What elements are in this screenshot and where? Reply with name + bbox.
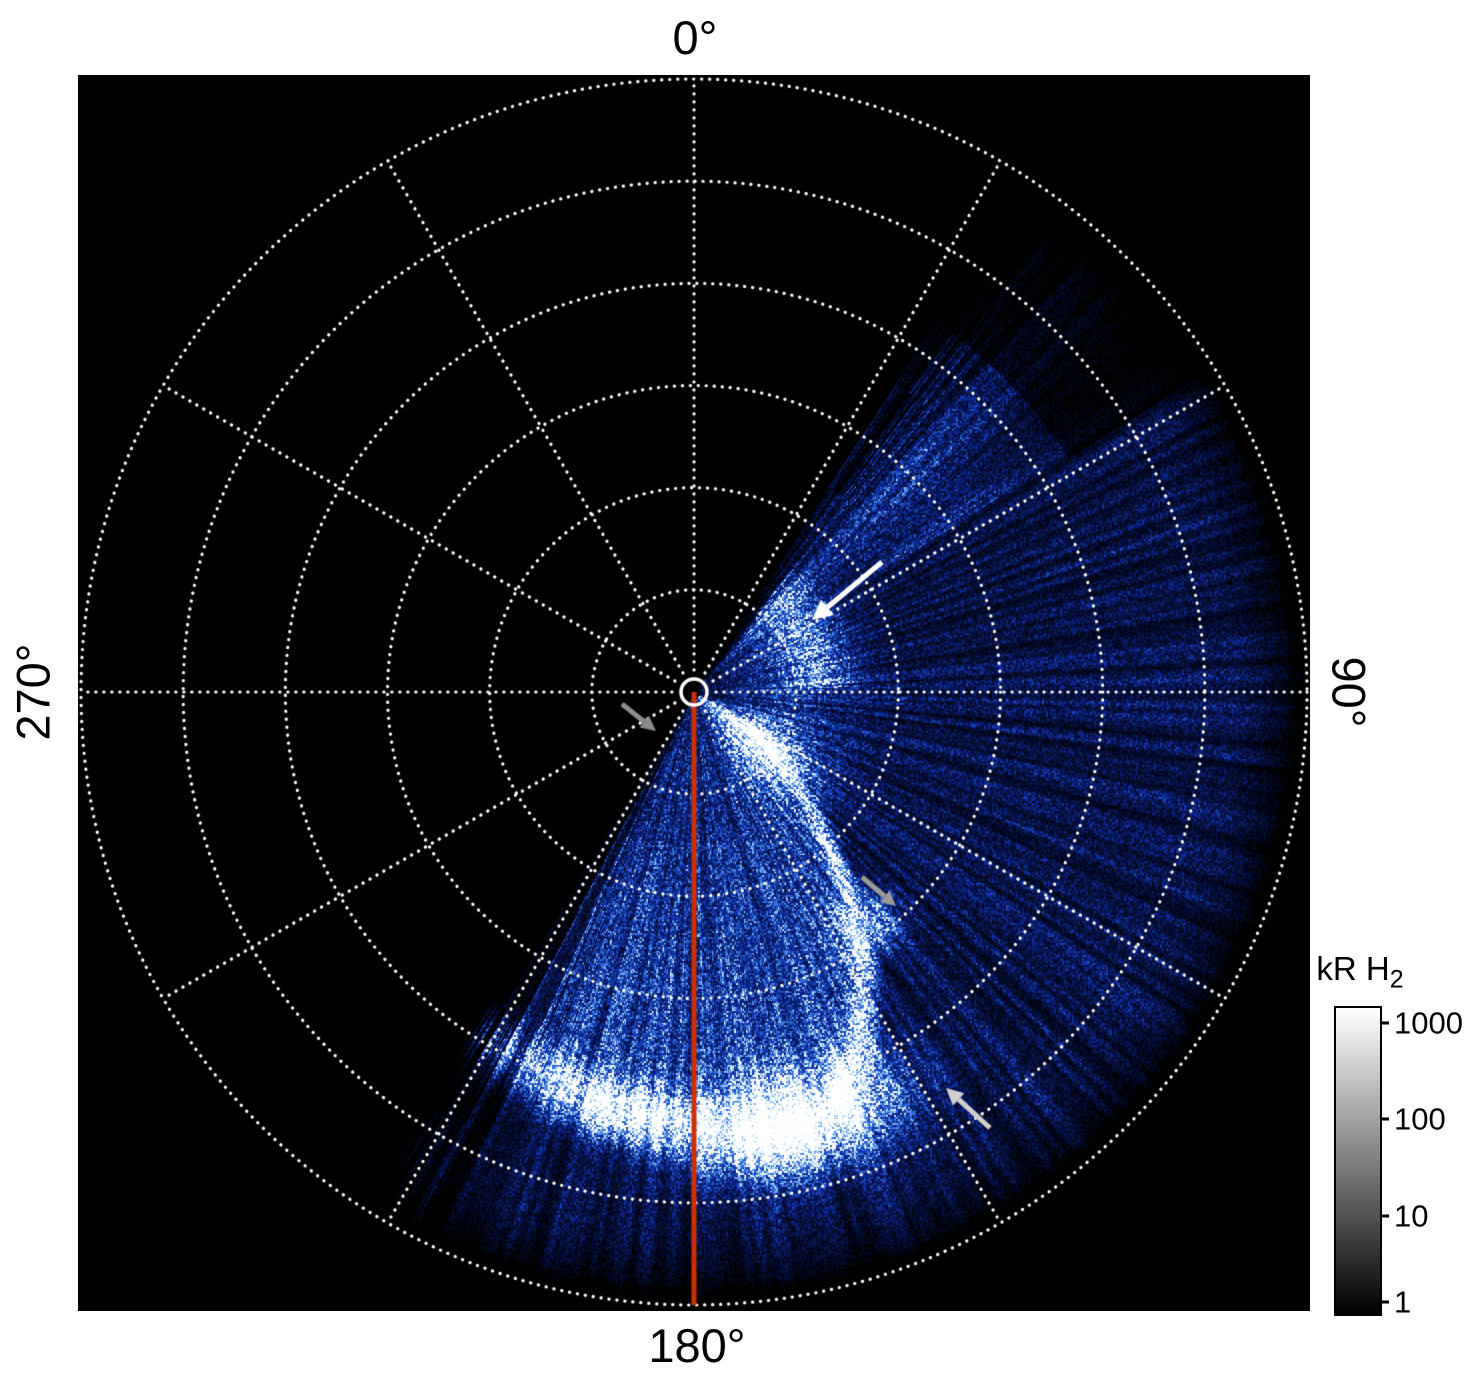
- colorbar-tick-label: 1000: [1394, 1005, 1463, 1041]
- colorbar-title-text: kR H: [1316, 950, 1390, 987]
- angle-label-270: 270°: [6, 643, 60, 741]
- angle-label-0: 0°: [672, 11, 718, 64]
- colorbar-gradient: [1334, 1006, 1382, 1316]
- colorbar-tick-label: 100: [1394, 1101, 1446, 1137]
- colorbar-tick: [1380, 1300, 1389, 1304]
- colorbar-tick-label: 1: [1394, 1284, 1412, 1320]
- colorbar-tick: [1380, 1117, 1389, 1121]
- colorbar-title-subscript: 2: [1389, 965, 1404, 994]
- polar-aurora-plot: [78, 75, 1310, 1311]
- colorbar-tick: [1380, 1214, 1389, 1218]
- colorbar-title: kR H2: [1316, 950, 1403, 995]
- angle-label-180: 180°: [648, 1319, 746, 1372]
- angle-label-90: 90°: [1322, 656, 1376, 728]
- colorbar-tick: [1380, 1021, 1389, 1025]
- colorbar-tick-label: 10: [1394, 1198, 1429, 1234]
